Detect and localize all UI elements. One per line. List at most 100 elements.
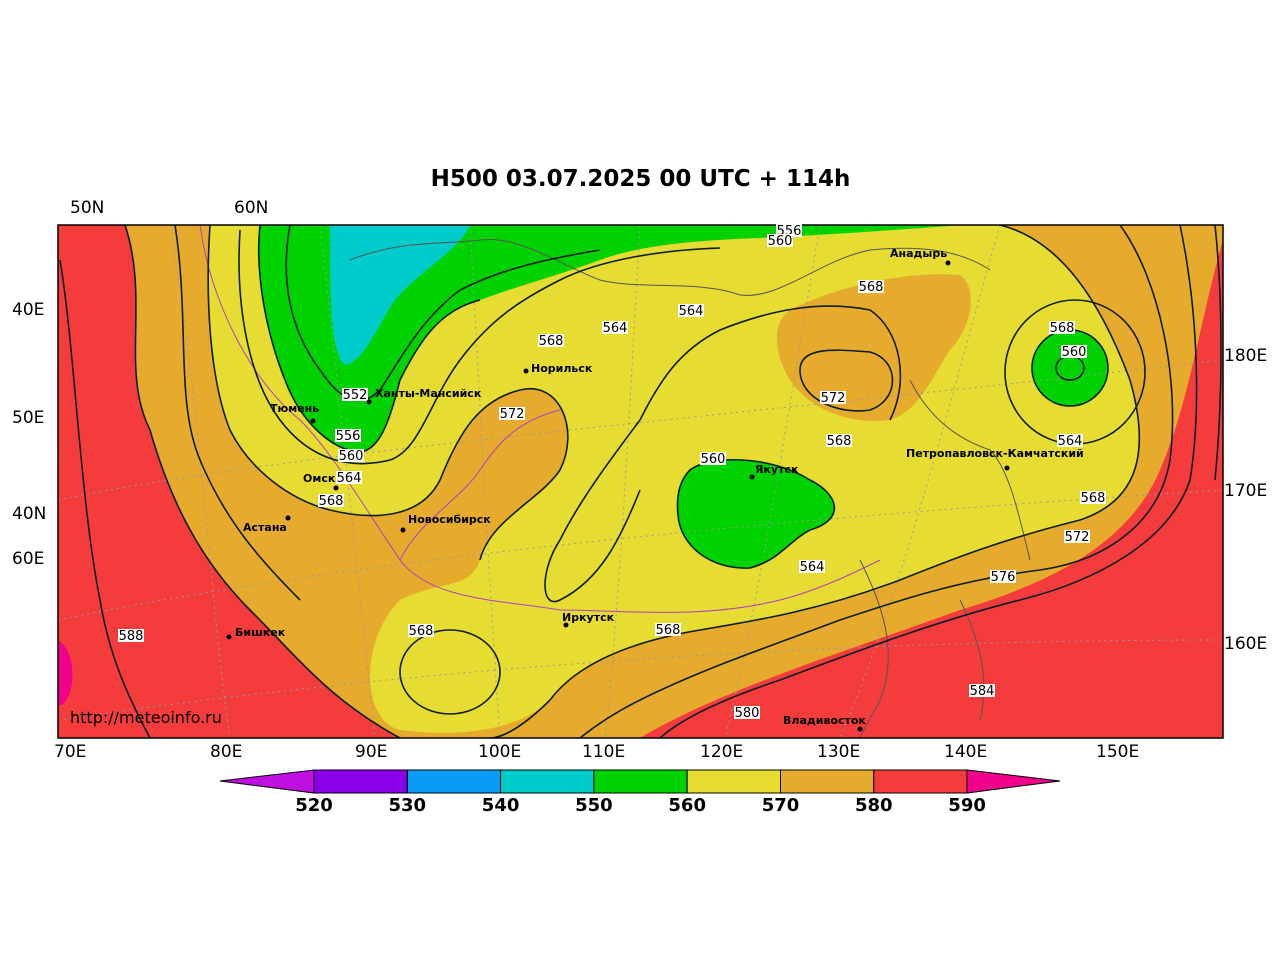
contour-label: 564 bbox=[1057, 434, 1083, 449]
colorbar-cell bbox=[500, 769, 595, 794]
lon-label-left-50e: 50E bbox=[12, 408, 45, 428]
svg-text:Астана: Астана bbox=[243, 521, 287, 534]
band-580-central-ridge bbox=[467, 395, 561, 513]
city-omsk: Омск bbox=[303, 472, 339, 491]
band-550-north bbox=[330, 225, 470, 365]
svg-text:552: 552 bbox=[343, 388, 368, 403]
map-frame bbox=[57, 224, 1224, 739]
svg-text:Омск: Омск bbox=[303, 472, 336, 485]
svg-text:560: 560 bbox=[1062, 345, 1087, 360]
borders bbox=[199, 225, 881, 613]
isolines bbox=[59, 225, 1222, 738]
band-560-yakutsk bbox=[677, 459, 835, 569]
contour-label: 572 bbox=[1064, 530, 1090, 545]
lon-label-bottom-80e: 80E bbox=[210, 742, 243, 762]
band-560-north bbox=[258, 225, 960, 452]
colorbar-cell bbox=[406, 769, 502, 794]
contour-label: 560 bbox=[767, 234, 793, 249]
svg-text:572: 572 bbox=[821, 391, 846, 406]
colorbar-cell bbox=[780, 769, 875, 794]
svg-text:Тюмень: Тюмень bbox=[270, 402, 319, 415]
contour-label: 560 bbox=[1061, 345, 1087, 360]
contour-label: 568 bbox=[858, 280, 884, 295]
svg-text:Норильск: Норильск bbox=[531, 362, 593, 375]
svg-text:564: 564 bbox=[603, 321, 628, 336]
band-590-west bbox=[58, 225, 400, 738]
svg-text:564: 564 bbox=[337, 471, 362, 486]
colorbar-over-triangle bbox=[966, 769, 1061, 794]
colorbar-cell bbox=[686, 769, 782, 794]
band-590-east bbox=[640, 240, 1223, 738]
lat-label-50n: 50N bbox=[70, 198, 105, 218]
contour-label: 572 bbox=[820, 391, 846, 406]
colorbar-tick-label: 550 bbox=[575, 795, 613, 816]
contour-label: 568 bbox=[1049, 321, 1075, 336]
lon-label-bottom-140e: 140E bbox=[944, 742, 988, 762]
svg-text:564: 564 bbox=[1058, 434, 1083, 449]
city-astana: Астана bbox=[243, 515, 291, 534]
svg-text:560: 560 bbox=[701, 452, 726, 467]
colorbar-cell bbox=[313, 769, 408, 794]
svg-text:556: 556 bbox=[336, 429, 361, 444]
lon-label-bottom-120e: 120E bbox=[700, 742, 744, 762]
lon-label-bottom-110e: 110E bbox=[582, 742, 626, 762]
contour-label: 568 bbox=[538, 334, 564, 349]
lon-label-bottom-90e: 90E bbox=[355, 742, 388, 762]
colorbar-cell bbox=[593, 769, 688, 794]
svg-text:568: 568 bbox=[656, 623, 681, 638]
city-irkutsk: Иркутск bbox=[562, 611, 615, 628]
colorbar-tick-label: 590 bbox=[948, 795, 986, 816]
contour-label: 564 bbox=[678, 304, 704, 319]
band-600-west bbox=[58, 640, 73, 705]
band-580-north-ridge bbox=[776, 274, 971, 421]
lat-label-left-40n: 40N bbox=[12, 504, 47, 524]
lon-label-left-40e: 40E bbox=[12, 300, 45, 320]
city-anadyr: Анадырь bbox=[890, 247, 951, 266]
svg-text:564: 564 bbox=[800, 560, 825, 575]
lon-label-right-160e: 160E bbox=[1224, 634, 1268, 654]
svg-text:568: 568 bbox=[319, 494, 344, 509]
colorbar-tick-label: 520 bbox=[295, 795, 333, 816]
city-yakutsk: Якутск bbox=[749, 463, 799, 480]
svg-text:568: 568 bbox=[1081, 491, 1106, 506]
credit-link[interactable]: http://meteoinfo.ru bbox=[70, 708, 222, 727]
city-bishkek: Бишкек bbox=[226, 626, 286, 640]
coastlines bbox=[349, 238, 1031, 738]
contour-label: 568 bbox=[1080, 491, 1106, 506]
colorbar-tick-label: 530 bbox=[388, 795, 427, 816]
svg-text:Бишкек: Бишкек bbox=[235, 626, 286, 639]
svg-text:568: 568 bbox=[859, 280, 884, 295]
contour-label: 568 bbox=[318, 494, 344, 509]
colorbar-tick-label: 580 bbox=[855, 795, 893, 816]
city-petropavlovsk: Петропавловск-Камчатский bbox=[906, 447, 1084, 471]
svg-text:584: 584 bbox=[970, 684, 995, 699]
contour-label: 576 bbox=[990, 570, 1016, 585]
svg-text:Иркутск: Иркутск bbox=[562, 611, 615, 624]
svg-text:572: 572 bbox=[1065, 530, 1090, 545]
svg-text:560: 560 bbox=[339, 449, 364, 464]
lon-label-bottom-70e: 70E bbox=[54, 742, 87, 762]
colorbar-tick-label: 540 bbox=[481, 795, 520, 816]
contour-label: 552 bbox=[342, 388, 368, 403]
colorbar-cell bbox=[873, 769, 968, 794]
lon-label-right-180e: 180E bbox=[1224, 346, 1268, 366]
contour-label: 580 bbox=[734, 706, 760, 721]
lat-label-60n: 60N bbox=[234, 198, 269, 218]
lon-label-left-60e: 60E bbox=[12, 549, 45, 569]
city-norilsk: Норильск bbox=[523, 362, 593, 375]
svg-text:Анадырь: Анадырь bbox=[890, 247, 947, 260]
lon-label-bottom-130e: 130E bbox=[817, 742, 861, 762]
contour-label: 588 bbox=[118, 629, 144, 644]
city-novosibirsk: Новосибирск bbox=[400, 513, 491, 533]
map-title: H500 03.07.2025 00 UTC + 114h bbox=[430, 166, 851, 192]
lon-label-bottom-100e: 100E bbox=[478, 742, 522, 762]
graticule bbox=[58, 225, 1223, 738]
contour-label: 572 bbox=[499, 407, 525, 422]
svg-text:572: 572 bbox=[500, 407, 525, 422]
lon-label-bottom-150e: 150E bbox=[1096, 742, 1140, 762]
svg-text:Петропавловск-Камчатский: Петропавловск-Камчатский bbox=[906, 447, 1084, 460]
svg-text:576: 576 bbox=[991, 570, 1016, 585]
svg-text:568: 568 bbox=[1050, 321, 1075, 336]
